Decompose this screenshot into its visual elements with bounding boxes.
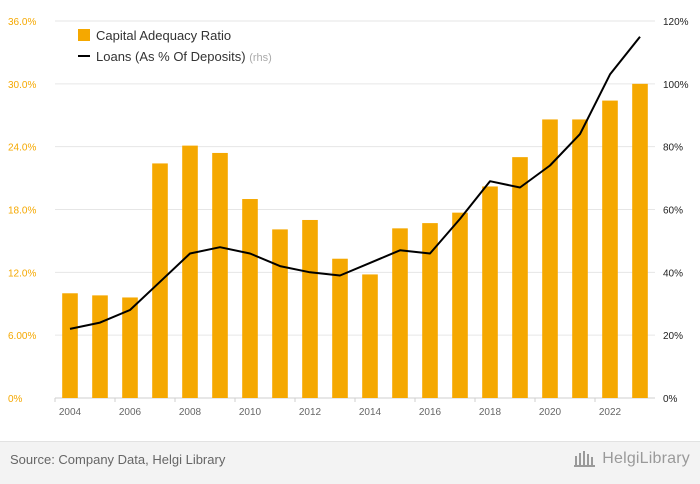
x-tick-label: 2014 [359, 407, 382, 418]
right-axis: 0% 20% 40% 60% 80% 100% 120% [663, 17, 689, 405]
bar [122, 297, 138, 398]
bar [512, 157, 528, 398]
y-left-tick-label: 24.0% [8, 143, 36, 154]
y-left-tick-label: 12.0% [8, 268, 36, 279]
bar [602, 100, 618, 398]
bar [452, 212, 468, 398]
bar [242, 199, 258, 398]
y-right-tick-label: 120% [663, 17, 689, 28]
x-tick-label: 2008 [179, 407, 202, 418]
chart-canvas: 0% 6.00% 12.0% 18.0% 24.0% 30.0% 36.0% 0% 20% 40… [8, 17, 689, 418]
y-right-tick-label: 40% [663, 268, 683, 279]
library-logo-icon [574, 451, 596, 467]
bar [392, 228, 408, 398]
legend-label-bar: Capital Adequacy Ratio [96, 28, 231, 43]
bar [572, 119, 588, 398]
footer: Source: Company Data, Helgi Library Helg… [0, 441, 700, 484]
brand-name: HelgiLibrary [602, 450, 690, 467]
y-left-tick-label: 30.0% [8, 80, 36, 91]
x-tick-label: 2004 [59, 407, 82, 418]
bar [212, 152, 228, 398]
bar [272, 229, 288, 398]
y-right-tick-label: 20% [663, 331, 683, 342]
x-tick-label: 2022 [599, 407, 622, 418]
y-right-tick-label: 0% [663, 394, 678, 405]
bar [332, 258, 348, 398]
legend-swatch-bar [78, 29, 90, 41]
y-left-tick-label: 6.00% [8, 331, 36, 342]
legend: Capital Adequacy Ratio Loans (As % Of De… [78, 28, 272, 64]
bar [92, 295, 108, 398]
legend-label-line: Loans (As % Of Deposits) (rhs) [96, 49, 272, 64]
bar [302, 219, 318, 398]
gridlines [55, 20, 655, 399]
x-tick-label: 2006 [119, 407, 142, 418]
brand: HelgiLibrary [574, 450, 690, 468]
bar [632, 83, 648, 398]
legend-line-name: Loans (As % Of Deposits) [96, 49, 246, 64]
legend-line-suffix: (rhs) [249, 52, 272, 64]
source-text: Source: Company Data, Helgi Library [10, 452, 226, 467]
x-tick-label: 2010 [239, 407, 262, 418]
y-left-tick-label: 18.0% [8, 206, 36, 217]
bar [62, 293, 78, 398]
bar [482, 186, 498, 398]
bar [422, 223, 438, 398]
loans-line [69, 36, 641, 330]
y-left-tick-label: 0% [8, 394, 23, 405]
y-right-tick-label: 60% [663, 206, 683, 217]
y-right-tick-label: 100% [663, 80, 689, 91]
line-series [69, 36, 641, 330]
x-tick-label: 2018 [479, 407, 502, 418]
y-right-tick-label: 80% [663, 143, 683, 154]
x-tick-label: 2012 [299, 407, 322, 418]
x-tick-label: 2020 [539, 407, 562, 418]
bar [182, 145, 198, 398]
left-axis: 0% 6.00% 12.0% 18.0% 24.0% 30.0% 36.0% [8, 17, 36, 405]
x-axis: 2004 2006 2008 2010 2012 2014 2016 2018 2020 2022 [54, 398, 622, 418]
y-left-tick-label: 36.0% [8, 17, 36, 28]
bar [362, 274, 378, 398]
bar [542, 119, 558, 398]
bars [62, 83, 648, 398]
x-tick-label: 2016 [419, 407, 442, 418]
